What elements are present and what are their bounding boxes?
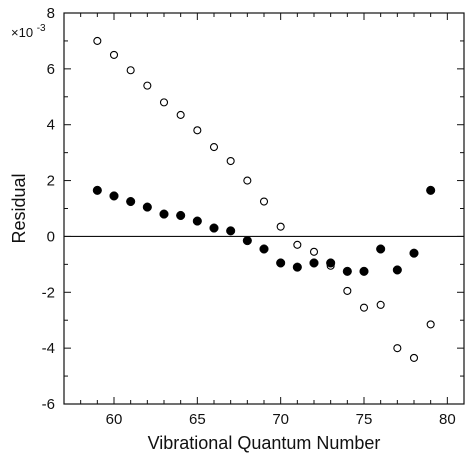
open-data-point [159, 98, 169, 107]
filled-data-point [392, 265, 402, 275]
filled-data-point [176, 210, 186, 221]
open-data-point [426, 320, 435, 329]
x-tick-label: 65 [189, 411, 206, 428]
filled-data-point [342, 266, 352, 276]
filled-data-point [309, 258, 319, 268]
filled-data-point [326, 258, 336, 268]
filled-data-point [276, 258, 286, 268]
open-data-point [226, 156, 235, 166]
x-tick-label: 80 [439, 411, 456, 428]
open-data-point [176, 110, 185, 119]
open-data-point [93, 36, 102, 45]
y-tick-label: -2 [42, 284, 55, 301]
filled-data-point [226, 226, 236, 236]
open-data-point [193, 126, 202, 135]
open-data-point [293, 240, 302, 249]
filled-data-point [426, 185, 436, 195]
filled-data-point [159, 209, 169, 219]
x-tick-label: 60 [106, 411, 123, 428]
ticks-layer [63, 12, 465, 405]
y-tick-label: -4 [42, 340, 55, 357]
open-data-point [393, 344, 402, 353]
open-data-point [409, 353, 419, 362]
y-tick-label: 4 [47, 117, 55, 134]
open-data-point [143, 81, 152, 90]
open-data-point [376, 300, 385, 309]
y-tick-label: 2 [47, 173, 55, 190]
y-axis-multiplier-base: ×10 [11, 25, 33, 40]
filled-data-point [376, 244, 386, 254]
open-data-point [343, 286, 352, 295]
open-data-point [309, 247, 319, 256]
x-axis-title: Vibrational Quantum Number [148, 433, 381, 453]
filled-data-point [359, 266, 369, 276]
y-tick-label: 8 [47, 5, 55, 22]
filled-data-point [109, 191, 119, 201]
y-axis-multiplier-exponent: -3 [37, 23, 46, 34]
y-tick-label: 0 [47, 228, 55, 245]
open-data-point [243, 176, 252, 185]
filled-data-point [192, 216, 202, 226]
open-data-point [259, 197, 269, 206]
y-tick-label: 6 [47, 61, 55, 78]
open-data-point [126, 66, 135, 75]
points-layer [92, 36, 436, 362]
filled-data-point [126, 196, 136, 207]
y-tick-label: -6 [42, 396, 55, 413]
filled-data-point [142, 202, 152, 212]
tick-labels-layer: 60 65 70 75 80 -6 -4 -2 0 2 4 6 8 [42, 5, 456, 428]
filled-data-point [259, 244, 269, 254]
open-data-point [209, 143, 219, 152]
x-tick-label: 70 [272, 411, 289, 428]
open-data-point [359, 303, 369, 312]
filled-data-point [92, 185, 102, 195]
y-axis-title: Residual [9, 173, 29, 243]
open-data-point [109, 50, 119, 59]
open-data-point [276, 222, 285, 231]
filled-data-point [409, 248, 419, 258]
filled-data-point [209, 223, 219, 233]
filled-data-point [242, 236, 252, 246]
x-tick-label: 75 [356, 411, 373, 428]
y-axis-multiplier: ×10 -3 [11, 23, 46, 40]
plot-frame [63, 12, 465, 405]
filled-data-point [292, 262, 302, 272]
